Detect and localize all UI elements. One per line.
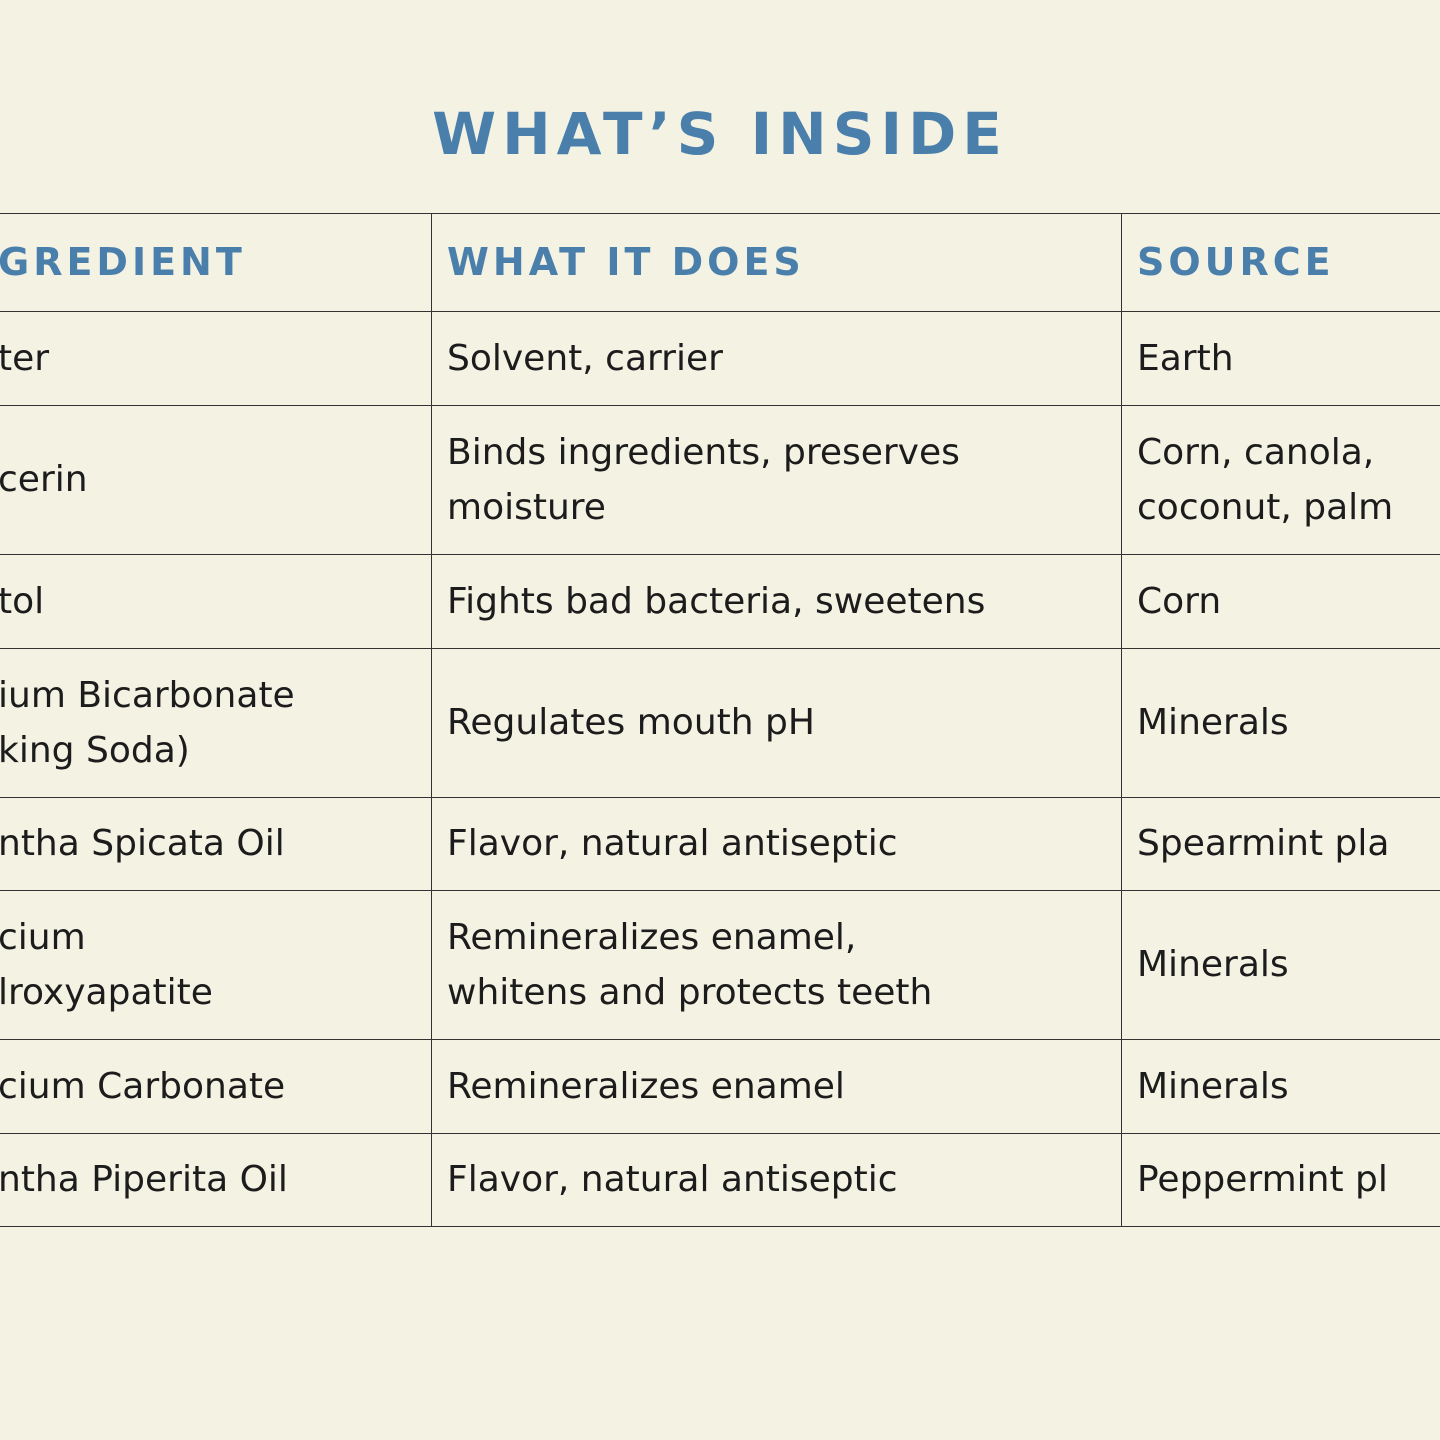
table-cell: Solvent, carrier: [447, 311, 1121, 405]
cell-text: ium Bicarbonate: [0, 674, 295, 716]
cell-text: lroxyapatite: [0, 971, 213, 1013]
cell-text: Flavor, natural antiseptic: [447, 1159, 898, 1200]
table-cell: Fights bad bacteria, sweetens: [447, 554, 1121, 648]
table-cell: tol: [0, 554, 431, 648]
cell-text: Earth: [1137, 337, 1234, 379]
table-cell: Minerals: [1137, 1039, 1440, 1133]
cell-text: Minerals: [1137, 1065, 1289, 1107]
table-cell: cium lroxyapatite: [0, 890, 431, 1039]
cell-text: king Soda): [0, 729, 190, 771]
cell-text: Minerals: [1137, 702, 1289, 743]
table-cell: Remineralizes enamel, whitens and protect…: [447, 890, 1121, 1039]
cell-text: Solvent, carrier: [447, 337, 723, 379]
cell-text: Flavor, natural antiseptic: [447, 823, 898, 864]
table-cell: Regulates mouth pH: [447, 648, 1121, 797]
table-cell: ntha Spicata Oil: [0, 797, 431, 890]
table-cell: ntha Piperita Oil: [0, 1133, 431, 1226]
cell-text: cium: [0, 916, 86, 958]
column-header: WHAT IT DOES: [447, 239, 805, 284]
row-border: [0, 213, 1440, 214]
cell-text: whitens and protects teeth: [447, 971, 933, 1013]
cell-text: coconut, palm: [1137, 486, 1394, 528]
table-cell: Earth: [1137, 311, 1440, 405]
row-border: [0, 311, 1440, 312]
column-border: [431, 213, 432, 1226]
table-cell: Peppermint pl: [1137, 1133, 1440, 1226]
cell-text: ter: [0, 337, 50, 379]
cell-text: ntha Spicata Oil: [0, 823, 285, 864]
column-header: GREDIENT: [0, 239, 246, 284]
cell-text: cium Carbonate: [0, 1065, 286, 1107]
column-header: SOURCE: [1137, 239, 1335, 284]
cell-text: cerin: [0, 459, 88, 500]
cell-text: Spearmint pla: [1137, 823, 1390, 864]
table-cell: Corn: [1137, 554, 1440, 648]
table-cell: Flavor, natural antiseptic: [447, 1133, 1121, 1226]
cell-text: tol: [0, 580, 45, 622]
cell-text: Corn, canola,: [1137, 431, 1375, 473]
table-cell: Minerals: [1137, 890, 1440, 1039]
cell-text: Remineralizes enamel: [447, 1065, 845, 1107]
cell-text: Peppermint pl: [1137, 1159, 1388, 1200]
cell-text: Regulates mouth pH: [447, 702, 815, 743]
cell-text: Corn: [1137, 580, 1222, 622]
table-cell: Spearmint pla: [1137, 797, 1440, 890]
table-cell: Binds ingredients, preserves moisture: [447, 405, 1121, 554]
row-border: [0, 1133, 1440, 1134]
table-cell: Corn, canola, coconut, palm: [1137, 405, 1440, 554]
table-cell: cerin: [0, 405, 431, 554]
row-border: [0, 648, 1440, 649]
row-border: [0, 1039, 1440, 1040]
row-border: [0, 797, 1440, 798]
cell-text: ntha Piperita Oil: [0, 1159, 288, 1200]
column-border: [1121, 213, 1122, 1226]
table-cell: Remineralizes enamel: [447, 1039, 1121, 1133]
row-border: [0, 405, 1440, 406]
row-border: [0, 890, 1440, 891]
cell-text: Minerals: [1137, 944, 1289, 985]
row-border: [0, 554, 1440, 555]
cell-text: Fights bad bacteria, sweetens: [447, 580, 986, 622]
table-cell: Flavor, natural antiseptic: [447, 797, 1121, 890]
cell-text: Remineralizes enamel,: [447, 916, 857, 958]
table-cell: Minerals: [1137, 648, 1440, 797]
title: WHAT’S INSIDE: [432, 100, 1008, 168]
table-cell: cium Carbonate: [0, 1039, 431, 1133]
cell-text: Binds ingredients, preserves: [447, 431, 960, 473]
cell-text: moisture: [447, 486, 606, 528]
table-cell: ter: [0, 311, 431, 405]
table-cell: ium Bicarbonate king Soda): [0, 648, 431, 797]
row-border: [0, 1226, 1440, 1227]
